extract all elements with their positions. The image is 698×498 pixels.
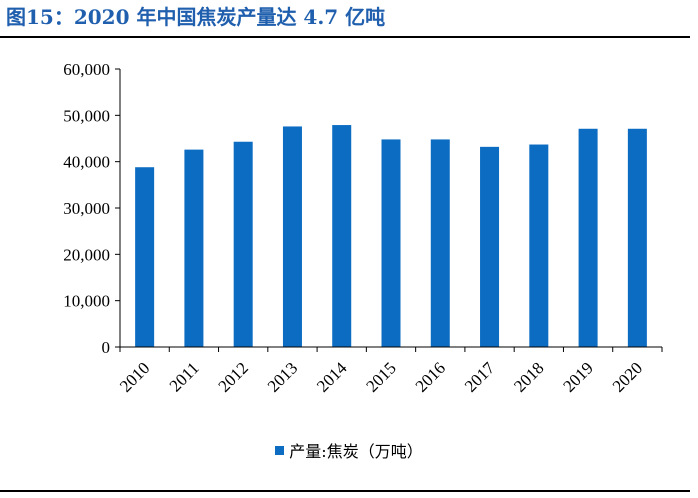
bar-2011 (184, 149, 204, 347)
bar-2014 (332, 125, 352, 348)
bar-2013 (282, 126, 302, 347)
x-tick-label: 2012 (215, 358, 252, 395)
x-tick-label: 2010 (116, 358, 153, 395)
legend-swatch (275, 446, 285, 455)
bar-2018 (529, 144, 549, 347)
bar-2016 (430, 139, 450, 347)
bar-2010 (135, 167, 155, 347)
x-tick-label: 2018 (510, 358, 547, 395)
figure-title: 图15：2020 年中国焦炭产量达 4.7 亿吨 (6, 5, 386, 29)
top-rule (0, 36, 690, 38)
bar-2019 (578, 128, 598, 347)
x-tick-label: 2019 (559, 358, 596, 395)
bottom-rule (0, 490, 690, 492)
x-tick-label: 2014 (313, 358, 351, 396)
x-tick-label: 2020 (609, 358, 646, 395)
y-tick-label: 20,000 (63, 245, 110, 264)
x-tick-label: 2011 (166, 358, 203, 395)
y-tick-label: 30,000 (63, 199, 110, 218)
x-tick-label: 2013 (264, 358, 301, 395)
bar-2017 (480, 146, 500, 347)
legend: 产量:焦炭（万吨） (0, 438, 698, 462)
y-tick-label: 10,000 (63, 292, 110, 311)
x-tick-label: 2015 (362, 358, 399, 395)
x-tick-label: 2016 (412, 358, 449, 395)
x-tick-label: 2017 (461, 358, 499, 396)
y-tick-label: 60,000 (63, 60, 110, 79)
y-tick-label: 40,000 (63, 153, 110, 172)
y-tick-label: 50,000 (63, 106, 110, 125)
bar-2015 (381, 139, 401, 347)
bar-2012 (233, 141, 253, 347)
legend-label: 产量:焦炭（万吨） (289, 442, 423, 461)
bar-2020 (627, 128, 647, 347)
y-tick-label: 0 (102, 338, 111, 357)
